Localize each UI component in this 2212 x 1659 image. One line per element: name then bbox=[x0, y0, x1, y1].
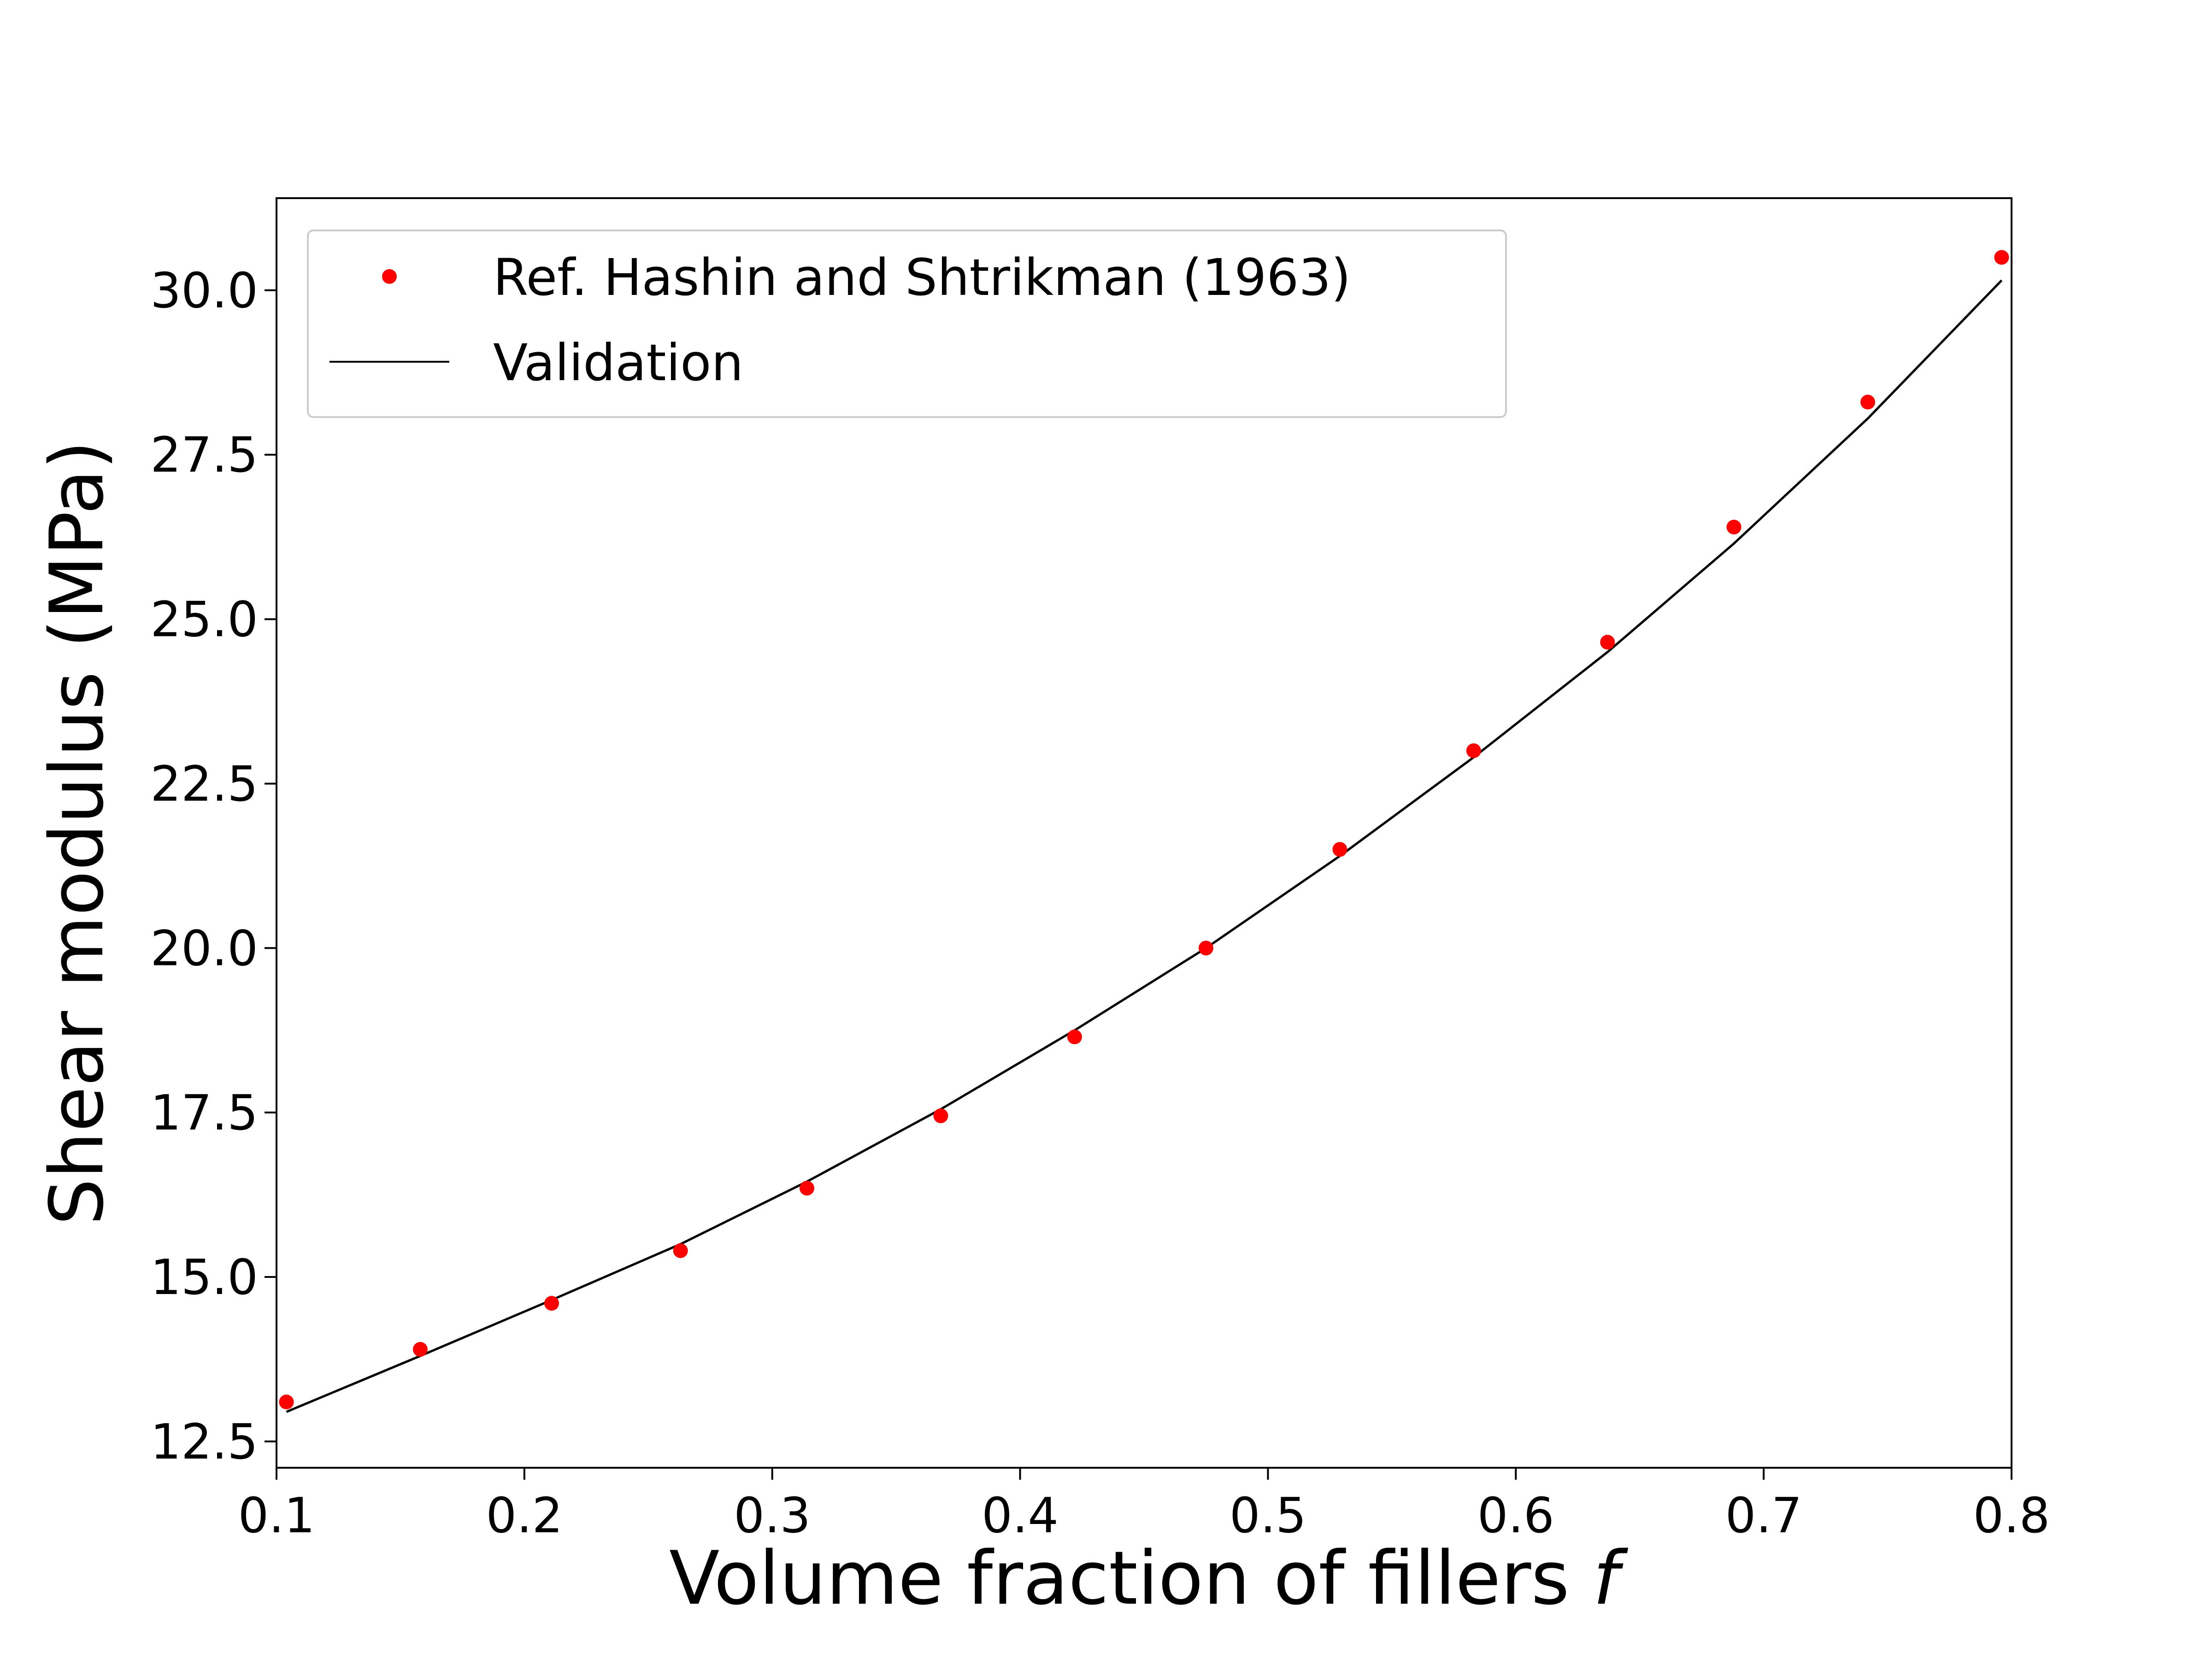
data-point-ref bbox=[412, 1342, 428, 1357]
y-axis-title: Shear modulus (MPa) bbox=[34, 441, 120, 1225]
data-point-ref bbox=[1726, 519, 1741, 535]
x-tick-label: 0.1 bbox=[238, 1488, 315, 1544]
legend: Ref. Hashin and Shtrikman (1963) Validat… bbox=[307, 229, 1507, 418]
y-tick-label: 20.0 bbox=[150, 920, 258, 977]
data-point-ref bbox=[1860, 394, 1876, 410]
legend-box bbox=[307, 229, 1507, 418]
plot-area bbox=[279, 250, 2009, 1413]
axes-frame bbox=[276, 197, 2012, 1469]
y-tick-label: 30.0 bbox=[150, 263, 258, 319]
x-axis-title-text: Volume fraction of fillers bbox=[669, 1535, 1593, 1621]
data-point-ref bbox=[1067, 1030, 1082, 1045]
y-tick-label: 15.0 bbox=[150, 1249, 258, 1306]
y-tick-label: 22.5 bbox=[150, 756, 258, 812]
data-point-ref bbox=[1198, 941, 1213, 956]
x-tick-label: 0.3 bbox=[734, 1488, 811, 1544]
x-tick-label: 0.5 bbox=[1230, 1488, 1306, 1544]
x-tick-label: 0.7 bbox=[1725, 1488, 1802, 1544]
data-point-ref bbox=[800, 1181, 815, 1196]
data-point-ref bbox=[1332, 842, 1347, 857]
data-point-ref bbox=[673, 1243, 688, 1258]
y-tick-label: 25.0 bbox=[150, 592, 258, 648]
x-axis-title: Volume fraction of fillers f bbox=[669, 1535, 1629, 1621]
series-line-validation bbox=[286, 279, 2003, 1413]
data-point-ref bbox=[1994, 250, 2009, 265]
data-point-ref bbox=[279, 1394, 294, 1410]
y-tick-label: 12.5 bbox=[150, 1414, 258, 1470]
data-point-ref bbox=[1600, 635, 1615, 650]
x-tick-label: 0.4 bbox=[982, 1488, 1059, 1544]
legend-label-ref: Ref. Hashin and Shtrikman (1963) bbox=[493, 248, 1351, 307]
data-point-ref bbox=[544, 1296, 559, 1311]
y-tick-label: 27.5 bbox=[150, 427, 258, 483]
x-tick-label: 0.6 bbox=[1477, 1488, 1554, 1544]
x-tick-label: 0.8 bbox=[1973, 1488, 2050, 1544]
data-point-ref bbox=[1466, 743, 1481, 759]
legend-marker-ref bbox=[382, 269, 397, 284]
x-tick-label: 0.2 bbox=[486, 1488, 563, 1544]
y-tick-label: 17.5 bbox=[150, 1085, 258, 1141]
axis-ticks: 0.1 0.2 0.3 0.4 0.5 0.6 0.7 0.8 12.5 15.0 17.5 20.0… bbox=[150, 263, 2050, 1544]
legend-label-validation: Validation bbox=[493, 333, 743, 392]
data-point-ref bbox=[933, 1108, 948, 1124]
